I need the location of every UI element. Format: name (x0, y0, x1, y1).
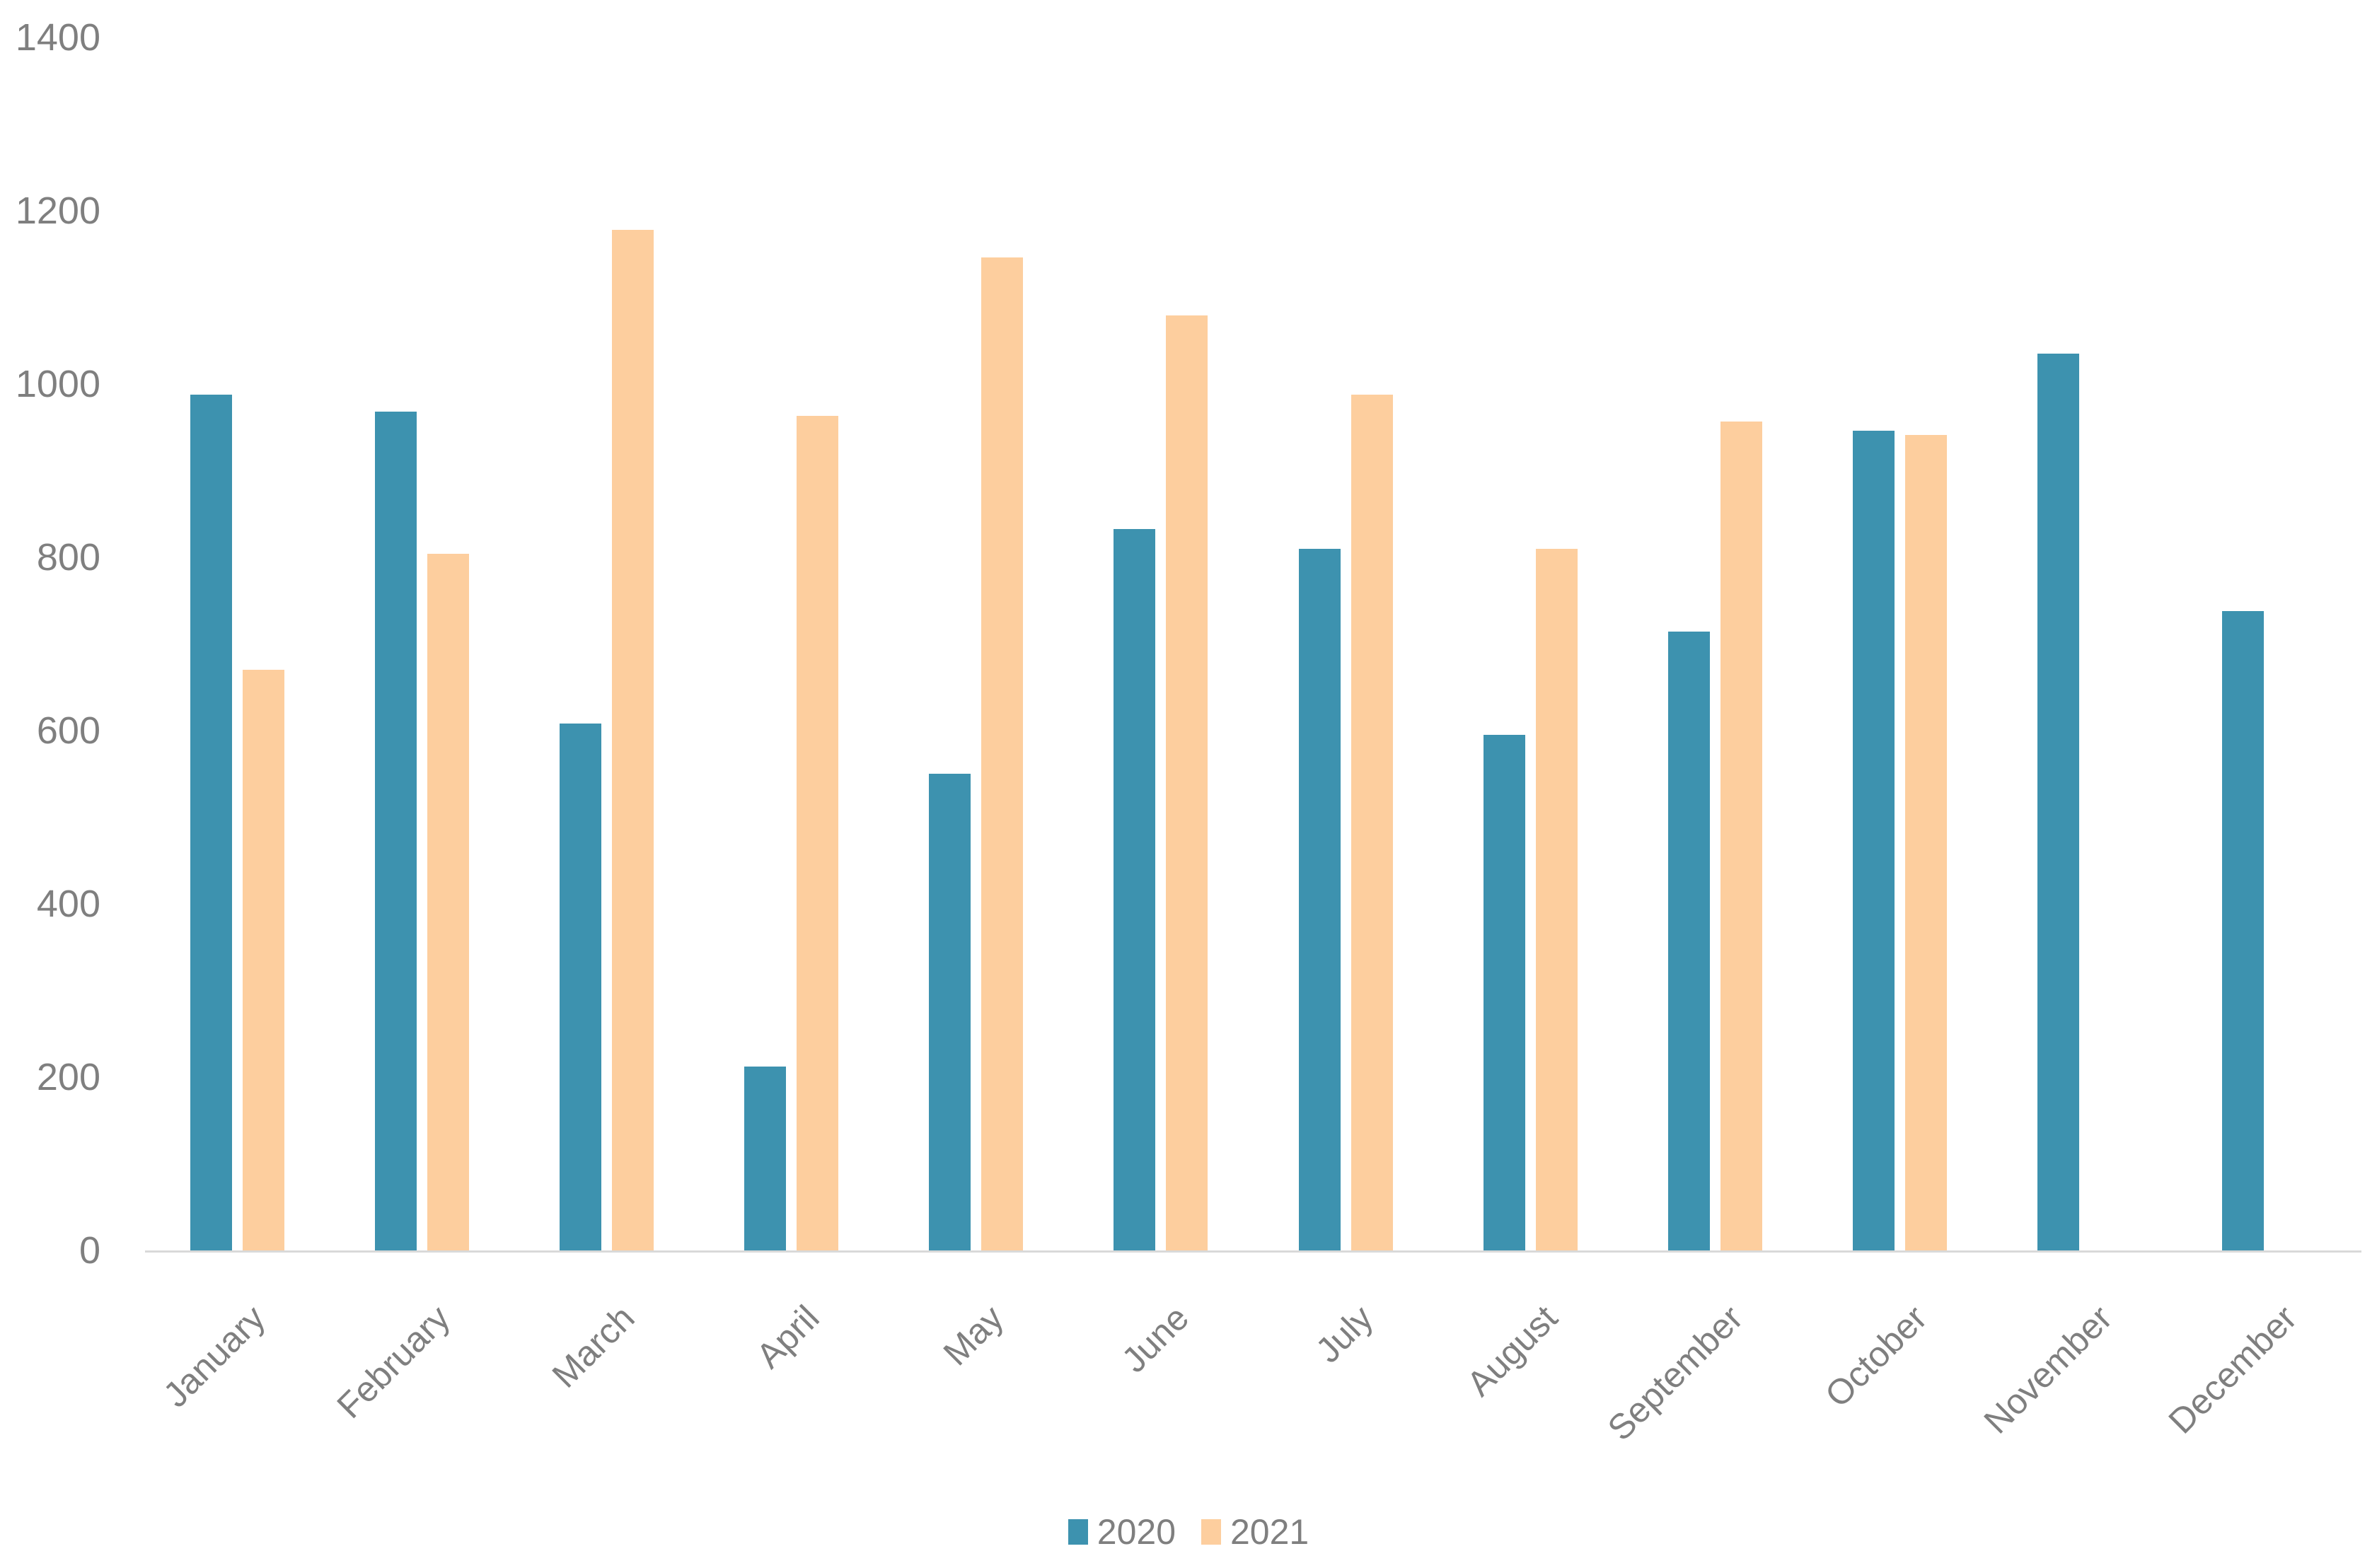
x-tick-label-april: April (748, 1298, 827, 1376)
bar-2020-may (929, 774, 971, 1250)
legend-label-2021: 2021 (1230, 1512, 1309, 1552)
plot-area (145, 37, 2361, 1253)
legend-label-2020: 2020 (1097, 1512, 1176, 1552)
bar-groups (145, 37, 2361, 1250)
x-tick-cell-may: May (884, 1253, 1068, 1486)
x-tick-cell-november: November (1976, 1253, 2177, 1486)
y-tick-label-1400: 1400 (15, 16, 100, 59)
x-tick-cell-september: September (1600, 1253, 1808, 1486)
bar-group-august (1438, 37, 1623, 1250)
bar-2020-january (190, 394, 233, 1250)
y-axis-tick-labels: 0 200 400 600 800 1000 1200 1400 (0, 0, 100, 1568)
x-tick-label-may: May (936, 1298, 1012, 1374)
x-tick-cell-february: February (329, 1253, 514, 1486)
bar-2021-april (797, 416, 839, 1250)
bar-2020-november (2037, 354, 2079, 1250)
y-tick-label-1200: 1200 (15, 190, 100, 232)
bar-2021-september (1720, 421, 1762, 1250)
x-axis-tick-labels: January February March April May June July Augu… (145, 1253, 2361, 1486)
bar-2020-february (375, 412, 417, 1250)
bar-2020-april (744, 1067, 787, 1250)
bar-group-july (1253, 37, 1438, 1250)
x-tick-label-february: February (329, 1298, 458, 1427)
y-tick-label-200: 200 (36, 1056, 100, 1098)
bar-group-november (1992, 37, 2177, 1250)
bar-group-march (514, 37, 699, 1250)
x-tick-label-january: January (155, 1298, 273, 1415)
x-tick-label-june: June (1114, 1298, 1196, 1381)
x-tick-cell-march: March (514, 1253, 699, 1486)
bar-2020-september (1667, 632, 1710, 1250)
legend-item-2021: 2021 (1201, 1512, 1309, 1552)
x-tick-cell-july: July (1253, 1253, 1438, 1486)
bar-group-may (884, 37, 1068, 1250)
bar-group-september (1623, 37, 1808, 1250)
bar-2020-july (1298, 548, 1341, 1250)
x-tick-cell-august: August (1438, 1253, 1623, 1486)
bar-group-january (145, 37, 330, 1250)
y-tick-label-800: 800 (36, 536, 100, 579)
y-tick-label-400: 400 (36, 883, 100, 925)
bar-group-june (1068, 37, 1253, 1250)
x-tick-label-october: October (1817, 1298, 1935, 1415)
x-tick-cell-january: January (145, 1253, 330, 1486)
y-tick-label-1000: 1000 (15, 363, 100, 405)
x-tick-cell-april: April (699, 1253, 884, 1486)
x-tick-cell-december: December (2161, 1253, 2361, 1486)
bar-2020-march (560, 724, 602, 1250)
y-tick-label-0: 0 (79, 1229, 100, 1272)
bar-2021-march (612, 229, 654, 1250)
legend-item-2020: 2020 (1068, 1512, 1176, 1552)
x-tick-label-november: November (1976, 1298, 2119, 1441)
bar-2020-october (1852, 431, 1895, 1250)
bar-group-december (2177, 37, 2361, 1250)
x-tick-label-december: December (2161, 1298, 2305, 1441)
bar-2021-june (1166, 315, 1208, 1250)
x-tick-cell-october: October (1808, 1253, 1992, 1486)
bar-2021-august (1535, 548, 1578, 1250)
x-tick-cell-june: June (1068, 1253, 1253, 1486)
x-tick-label-september: September (1600, 1298, 1750, 1448)
x-tick-label-july: July (1308, 1298, 1381, 1371)
bar-2021-february (427, 554, 470, 1250)
bar-2020-august (1483, 735, 1525, 1250)
bar-group-april (699, 37, 884, 1250)
bar-2020-june (1114, 528, 1156, 1250)
y-tick-label-600: 600 (36, 709, 100, 752)
bar-2021-july (1351, 394, 1393, 1250)
x-tick-label-march: March (544, 1298, 642, 1395)
legend: 2020 2021 (0, 1512, 2377, 1552)
bar-2020-december (2221, 610, 2264, 1250)
bar-2021-may (981, 257, 1024, 1250)
bar-2021-january (243, 670, 285, 1250)
bar-group-february (330, 37, 514, 1250)
legend-swatch-2021 (1201, 1519, 1221, 1545)
x-tick-label-august: August (1459, 1298, 1566, 1404)
bar-2021-october (1904, 435, 1947, 1250)
legend-swatch-2020 (1068, 1519, 1088, 1545)
bar-group-october (1808, 37, 1992, 1250)
